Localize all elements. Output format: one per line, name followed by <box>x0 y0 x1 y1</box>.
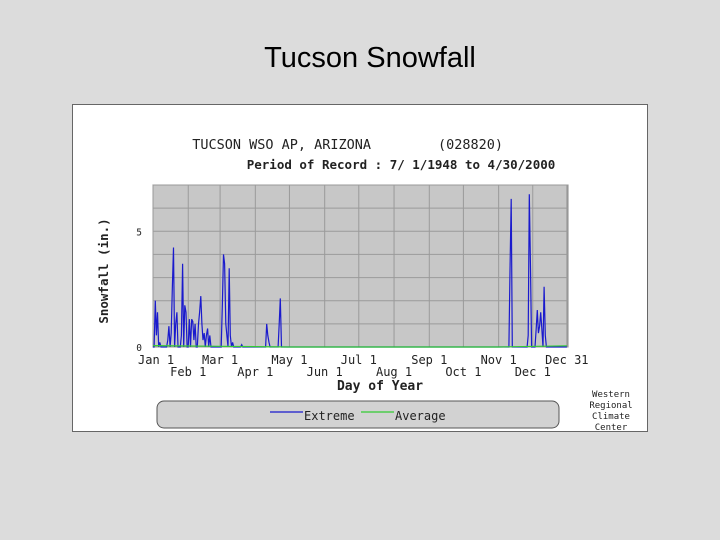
credit-line: Regional <box>589 401 632 411</box>
chart-figure: TUCSON WSO AP, ARIZONA (028820) Period o… <box>72 104 648 433</box>
credit-line: Climate <box>592 412 630 422</box>
y-tick-label: 0 <box>136 343 142 354</box>
x-tick-label: Sep 1 <box>411 353 447 367</box>
legend-box <box>156 400 560 429</box>
legend-label-average: Average <box>395 409 446 423</box>
x-tick-label: Mar 1 <box>202 353 238 367</box>
chart-svg: TUCSON WSO AP, ARIZONA (028820) Period o… <box>96 137 633 433</box>
legend-label-extreme: Extreme <box>304 409 355 423</box>
x-tick-label: Jun 1 <box>307 365 343 379</box>
y-axis-label: Snowfall (in.) <box>96 218 111 323</box>
y-tick-label: 5 <box>136 227 142 238</box>
x-tick-label: Apr 1 <box>237 365 273 379</box>
x-tick-label: May 1 <box>271 353 307 367</box>
station-id: (028820) <box>438 137 503 153</box>
slide-title: Tucson Snowfall <box>264 42 476 74</box>
x-tick-label: Aug 1 <box>376 365 412 379</box>
credit-line: Center <box>595 423 628 433</box>
x-tick-label: Dec 1 <box>515 365 551 379</box>
chart-subtitle: Period of Record : 7/ 1/1948 to 4/30/200… <box>247 157 556 172</box>
x-tick-label: Nov 1 <box>481 353 517 367</box>
plot-area <box>152 184 569 348</box>
x-tick-label: Jul 1 <box>341 353 377 367</box>
credit-line: Western <box>592 390 630 400</box>
series-line-average <box>152 345 567 348</box>
x-tick-label: Oct 1 <box>445 365 481 379</box>
x-tick-label: Dec 31 <box>545 353 588 367</box>
x-tick-label: Jan 1 <box>138 353 174 367</box>
chart-title: TUCSON WSO AP, ARIZONA <box>192 137 371 153</box>
x-axis-label: Day of Year <box>337 379 423 394</box>
x-tick-label: Feb 1 <box>170 365 206 379</box>
